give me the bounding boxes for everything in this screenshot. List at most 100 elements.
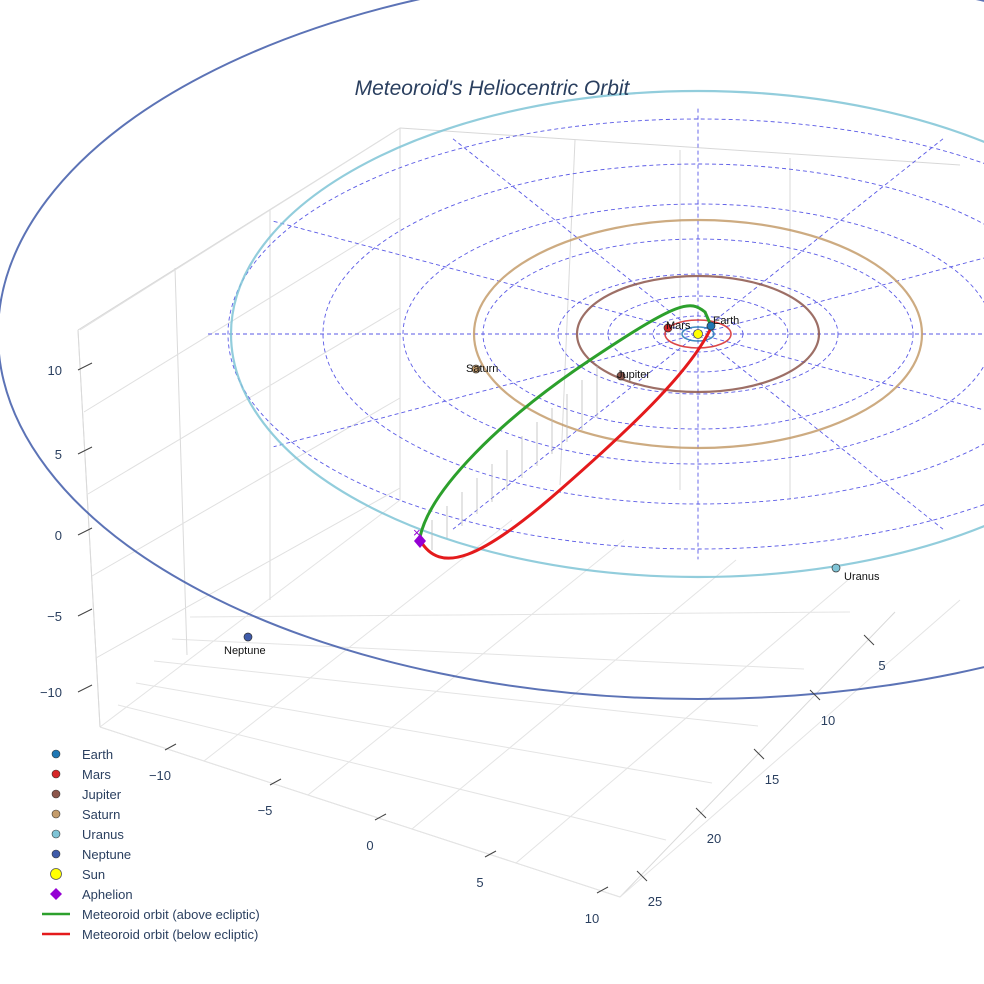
label-uranus: Uranus bbox=[844, 571, 880, 583]
legend-item[interactable]: Neptune bbox=[51, 847, 131, 862]
x-tick-label: 0 bbox=[366, 838, 373, 853]
label-jupiter: Jupiter bbox=[617, 369, 650, 381]
legend-swatch bbox=[51, 849, 61, 859]
legend-item[interactable]: Saturn bbox=[51, 807, 120, 822]
x-tick-label: 10 bbox=[585, 911, 599, 926]
planet-markers: Earth Mars Jupiter Saturn Uranus Neptune × bbox=[224, 315, 880, 657]
y-tick-mark bbox=[636, 870, 648, 882]
legend-label: Aphelion bbox=[82, 887, 133, 902]
legend-item[interactable]: Meteoroid orbit (above ecliptic) bbox=[42, 907, 260, 922]
axis-ticks: 10 5 0 −5 −10 −10 −5 0 5 10 5 10 15 20 25 bbox=[40, 362, 886, 926]
z-tick-label: −5 bbox=[47, 609, 62, 624]
marker-earth bbox=[706, 321, 716, 331]
legend-swatch bbox=[51, 749, 61, 759]
legend-label: Uranus bbox=[82, 827, 124, 842]
wall-grid-line bbox=[91, 397, 401, 577]
wall-grid-line bbox=[174, 267, 188, 656]
y-tick-mark bbox=[753, 748, 765, 760]
orbit-neptune bbox=[0, 0, 984, 700]
label-saturn: Saturn bbox=[466, 363, 498, 375]
box-edge bbox=[399, 127, 961, 166]
aphelion-marker bbox=[414, 534, 426, 548]
marker-jupiter bbox=[616, 371, 626, 381]
z-tick-label: −10 bbox=[40, 685, 62, 700]
legend-swatch bbox=[51, 769, 61, 779]
legend[interactable]: Earth Mars Jupiter Saturn Uranus Neptune Sun Ap… bbox=[42, 747, 260, 942]
x-tick-mark bbox=[374, 813, 387, 821]
z-tick-label: 10 bbox=[48, 363, 62, 378]
z-tick-mark bbox=[77, 362, 93, 371]
sun-marker bbox=[693, 329, 703, 339]
legend-item[interactable]: Aphelion bbox=[50, 887, 133, 902]
ecliptic-spoke bbox=[273, 220, 984, 411]
y-tick-label: 10 bbox=[821, 713, 835, 728]
z-tick-label: 5 bbox=[55, 447, 62, 462]
planet-orbits bbox=[0, 0, 984, 700]
label-earth: Earth bbox=[713, 315, 739, 327]
wall-grid-line bbox=[95, 487, 401, 659]
wall-grid-line bbox=[77, 329, 101, 728]
floor-grid-line bbox=[515, 579, 849, 864]
z-tick-label: 0 bbox=[55, 528, 62, 543]
ecliptic-ring bbox=[402, 203, 984, 465]
legend-item[interactable]: Sun bbox=[50, 867, 106, 882]
x-tick-mark bbox=[164, 743, 177, 751]
orbit-uranus bbox=[230, 89, 984, 579]
marker-neptune bbox=[243, 632, 253, 642]
z-tick-mark bbox=[77, 527, 93, 536]
legend-item[interactable]: Jupiter bbox=[51, 787, 122, 802]
legend-item[interactable]: Meteoroid orbit (below ecliptic) bbox=[42, 927, 258, 942]
y-tick-mark bbox=[695, 807, 707, 819]
legend-item[interactable]: Uranus bbox=[51, 827, 124, 842]
floor-grid-line bbox=[171, 638, 805, 670]
floor-grid-line bbox=[307, 539, 625, 796]
floor-grid-line bbox=[411, 559, 737, 830]
meteoroid-orbit bbox=[418, 304, 714, 560]
x-tick-mark bbox=[269, 778, 282, 786]
x-tick-label: −5 bbox=[258, 803, 273, 818]
legend-item[interactable]: Earth bbox=[51, 747, 113, 762]
floor-grid-line bbox=[619, 599, 961, 898]
floor-grid-line bbox=[153, 660, 759, 727]
wall-grid-line bbox=[79, 127, 401, 331]
x-tick-mark bbox=[596, 886, 609, 894]
legend-label: Sun bbox=[82, 867, 105, 882]
y-tick-mark bbox=[863, 634, 875, 646]
legend-item[interactable]: Mars bbox=[51, 767, 111, 782]
legend-swatch bbox=[51, 809, 61, 819]
label-neptune: Neptune bbox=[224, 645, 266, 657]
wall-grid-line bbox=[87, 307, 401, 495]
y-tick-label: 15 bbox=[765, 772, 779, 787]
legend-swatch bbox=[50, 888, 62, 900]
floor-grid-line bbox=[189, 611, 851, 618]
grid-layer bbox=[77, 127, 961, 898]
legend-label: Earth bbox=[82, 747, 113, 762]
box-edge bbox=[619, 611, 896, 898]
legend-label: Meteoroid orbit (above ecliptic) bbox=[82, 907, 260, 922]
floor-grid-line bbox=[135, 682, 713, 784]
legend-swatch bbox=[50, 868, 62, 880]
marker-uranus bbox=[831, 563, 841, 573]
aphelion-x-marker: × bbox=[413, 525, 421, 540]
orbit-below-ecliptic bbox=[418, 329, 712, 560]
ecliptic-spoke bbox=[273, 257, 984, 448]
legend-label: Meteoroid orbit (below ecliptic) bbox=[82, 927, 258, 942]
legend-label: Mars bbox=[82, 767, 111, 782]
ecliptic-ring bbox=[322, 163, 984, 505]
x-tick-label: −10 bbox=[149, 768, 171, 783]
wall-grid-line bbox=[83, 217, 401, 413]
z-tick-mark bbox=[77, 446, 93, 455]
y-tick-label: 5 bbox=[878, 658, 885, 673]
label-mars: Mars bbox=[666, 320, 691, 332]
orbit-earth bbox=[681, 326, 715, 342]
orbit-above-ecliptic bbox=[418, 304, 714, 538]
legend-swatch bbox=[51, 789, 61, 799]
legend-swatch bbox=[51, 829, 61, 839]
floor-grid-line bbox=[203, 519, 513, 762]
legend-label: Neptune bbox=[82, 847, 131, 862]
orbit-saturn bbox=[472, 218, 924, 450]
legend-label: Jupiter bbox=[82, 787, 122, 802]
orbit-jupiter bbox=[575, 274, 821, 394]
z-tick-mark bbox=[77, 608, 93, 617]
